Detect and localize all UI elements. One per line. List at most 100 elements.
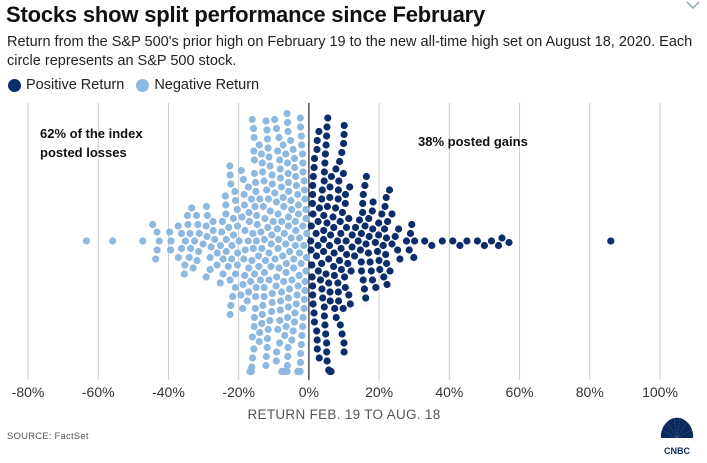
stock-point-positive [359, 276, 367, 284]
stock-point-negative [302, 214, 310, 223]
stock-point-positive [315, 204, 323, 212]
stock-point-positive [410, 253, 418, 262]
legend-item-positive: Positive Return [8, 77, 124, 93]
stock-point-negative [281, 331, 289, 340]
stock-point-positive [325, 255, 333, 263]
stock-point-negative [166, 228, 174, 236]
stock-point-positive [382, 193, 390, 202]
stock-point-negative [252, 292, 260, 301]
stock-point-negative [298, 331, 306, 340]
stock-point-positive [342, 223, 351, 232]
legend-swatch-positive [8, 78, 21, 92]
stock-point-negative [226, 162, 234, 170]
stock-point-positive [402, 237, 411, 245]
stock-point-positive [348, 231, 356, 239]
stock-point-negative [238, 213, 246, 221]
stock-point-negative [206, 253, 214, 262]
stock-point-negative [294, 201, 302, 209]
stock-point-positive [332, 204, 340, 212]
stock-point-positive [362, 294, 370, 302]
stock-point-negative [278, 367, 286, 376]
stock-point-negative [287, 136, 295, 145]
stock-point-positive [383, 259, 391, 268]
stock-point-negative [297, 340, 305, 349]
stock-point-positive [307, 222, 315, 230]
stock-point-negative [275, 235, 283, 244]
stock-point-positive [332, 313, 340, 322]
stock-point-negative [283, 159, 292, 167]
stock-point-positive [345, 214, 353, 223]
stock-point-positive [411, 237, 419, 245]
stock-point-negative [203, 232, 211, 241]
stock-point-positive [318, 195, 326, 203]
stock-point-negative [292, 172, 300, 181]
stock-point-positive [348, 243, 356, 251]
stock-point-negative [299, 159, 307, 167]
stock-point-negative [286, 247, 294, 256]
stock-point-negative [233, 205, 241, 214]
stock-point-negative [180, 270, 188, 278]
stock-point-positive [438, 237, 446, 245]
legend-swatch-negative [136, 78, 150, 92]
stock-point-negative [186, 229, 194, 238]
stock-point-negative [194, 220, 202, 229]
stock-point-negative [250, 313, 258, 322]
stock-point-negative [226, 171, 234, 179]
stock-point-positive [315, 127, 323, 136]
stock-point-negative [259, 168, 267, 176]
stock-point-negative [300, 177, 308, 185]
stock-point-negative [297, 259, 305, 268]
stock-point-negative [181, 237, 189, 245]
share-icon[interactable] [686, 0, 700, 10]
stock-point-negative [290, 154, 299, 163]
stock-point-negative [257, 150, 265, 158]
stock-point-positive [356, 246, 364, 254]
stock-point-positive [314, 241, 322, 250]
stock-point-negative [278, 217, 286, 226]
stock-point-positive [320, 168, 328, 176]
stock-point-negative [287, 196, 295, 205]
stock-point-negative [262, 361, 270, 370]
stock-point-negative [253, 211, 261, 220]
stock-point-negative [300, 295, 308, 304]
stock-point-negative [185, 253, 193, 262]
stock-point-positive [365, 232, 373, 241]
stock-point-positive [323, 123, 331, 131]
stock-point-positive [428, 241, 436, 250]
stock-point-negative [188, 204, 196, 212]
stock-point-positive [359, 190, 367, 199]
stock-point-positive [357, 229, 365, 238]
stock-point-positive [338, 208, 346, 217]
stock-point-negative [237, 291, 245, 299]
stock-point-negative [272, 357, 280, 365]
stock-point-positive [367, 267, 375, 275]
stock-point-positive [330, 271, 338, 280]
stock-point-positive [313, 136, 321, 145]
stock-point-positive [405, 246, 413, 254]
stock-point-negative [184, 220, 192, 229]
stock-point-positive [323, 202, 331, 211]
stock-point-negative [153, 228, 161, 236]
stock-point-negative [280, 202, 288, 211]
stock-point-negative [263, 343, 271, 352]
x-tick-label: 0% [299, 384, 319, 400]
stock-point-negative [274, 325, 282, 334]
stock-point-negative [271, 115, 279, 124]
stock-point-negative [260, 292, 268, 301]
stock-point-positive [395, 225, 403, 233]
stock-point-positive [334, 186, 342, 194]
stock-point-negative [273, 273, 281, 281]
stock-point-positive [365, 214, 373, 223]
stock-point-positive [378, 210, 386, 218]
stock-point-positive [388, 210, 396, 218]
stock-point-negative [249, 244, 257, 253]
stock-point-positive [375, 256, 383, 265]
stock-point-negative [276, 339, 284, 347]
stock-point-positive [362, 172, 370, 181]
stock-point-negative [227, 180, 235, 188]
stock-point-positive [380, 273, 388, 281]
stock-point-negative [241, 271, 249, 280]
x-tick-label: -80% [12, 384, 45, 400]
stock-point-negative [300, 241, 308, 250]
stock-point-negative [273, 225, 281, 233]
